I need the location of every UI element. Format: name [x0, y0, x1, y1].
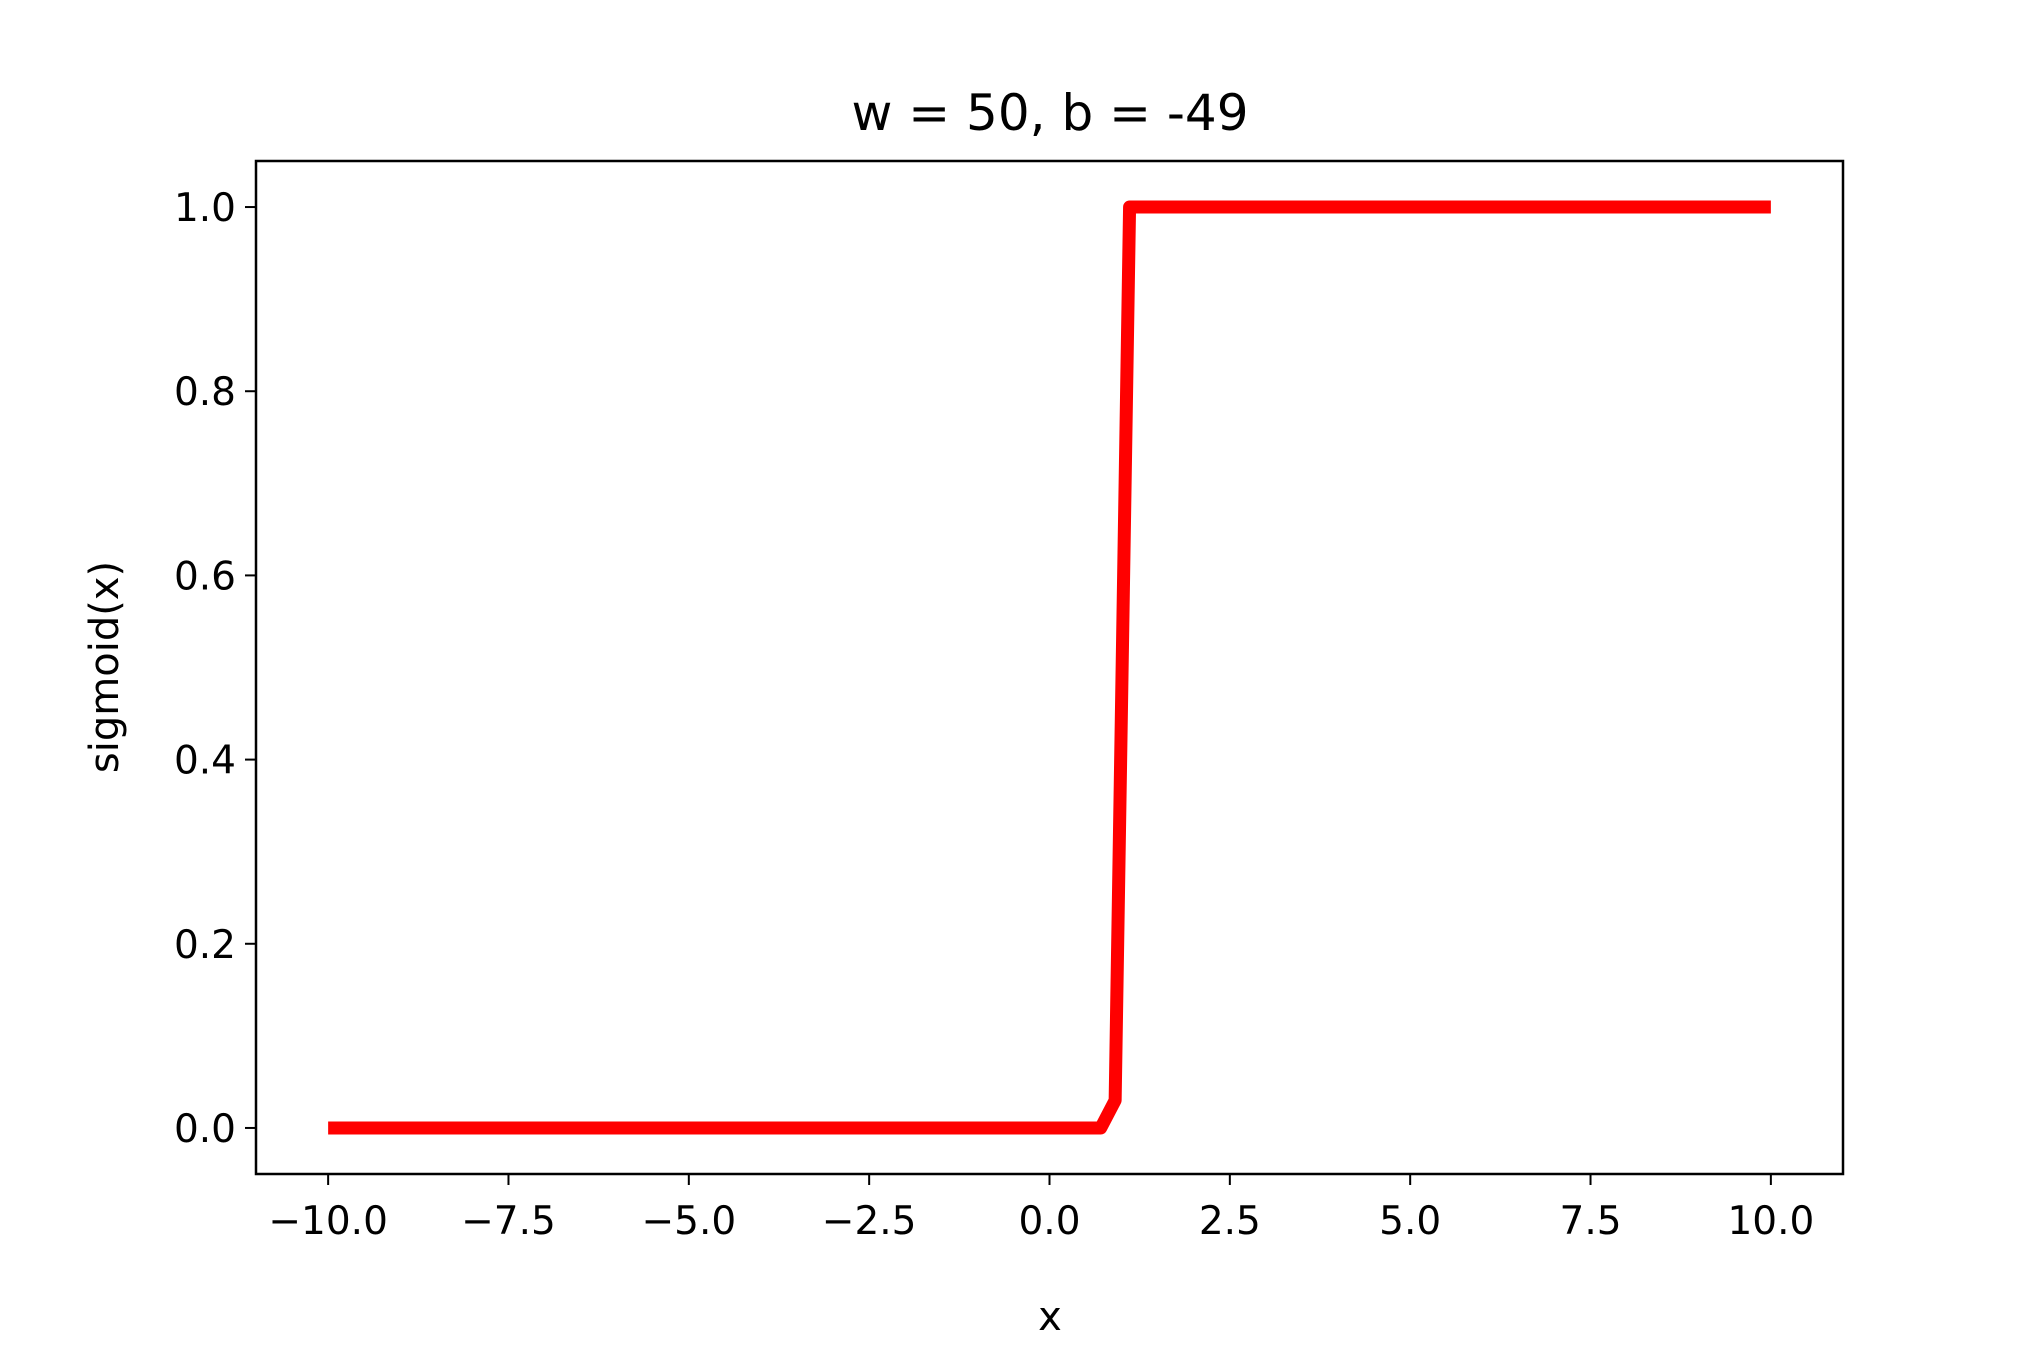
y-tick-label: 0.4 — [174, 739, 236, 784]
y-axis-label: sigmoid(x) — [82, 561, 128, 773]
y-tick-label: 0.0 — [174, 1107, 236, 1152]
x-tick-label: −5.0 — [641, 1199, 736, 1244]
x-tick-label: −10.0 — [268, 1199, 388, 1244]
axes-frame — [254, 159, 1845, 1176]
chart-title: w = 50, b = -49 — [851, 84, 1248, 142]
x-tick-label: −2.5 — [822, 1199, 917, 1244]
y-tick-label: 0.2 — [174, 923, 236, 968]
y-tick-label: 1.0 — [174, 186, 236, 231]
x-tick-label: 2.5 — [1199, 1199, 1261, 1244]
y-tick-label: 0.6 — [174, 554, 236, 599]
x-axis-label: x — [1038, 1294, 1062, 1340]
x-tick-label: 7.5 — [1560, 1199, 1622, 1244]
y-tick-label: 0.8 — [174, 370, 236, 415]
x-tick-label: 5.0 — [1379, 1199, 1441, 1244]
x-tick-label: −7.5 — [461, 1199, 556, 1244]
x-tick-label: 10.0 — [1727, 1199, 1814, 1244]
line-series — [328, 200, 1771, 1135]
x-tick-label: 0.0 — [1018, 1199, 1080, 1244]
